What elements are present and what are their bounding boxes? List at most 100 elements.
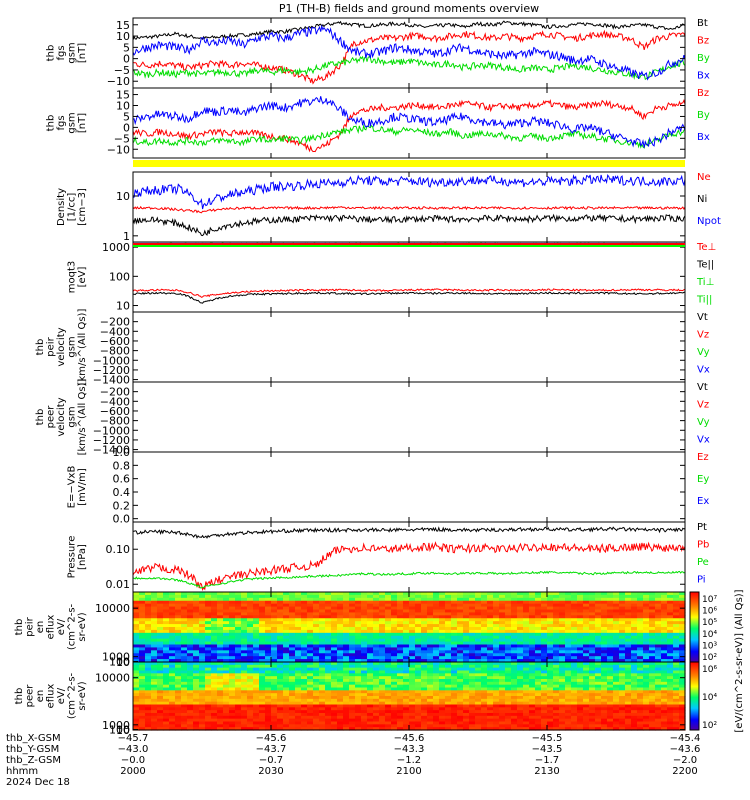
spectrogram-cell <box>289 592 296 596</box>
spectrogram-cell <box>313 653 320 657</box>
spectrogram-cell <box>547 647 554 651</box>
spectrogram-cell <box>451 629 458 634</box>
spectrogram-cell <box>385 724 392 728</box>
spectrogram-cell <box>397 615 404 619</box>
spectrogram-cell <box>145 615 152 619</box>
spectrogram-cell <box>139 670 146 674</box>
spectrogram-cell <box>589 676 596 680</box>
spectrogram-cell <box>559 710 566 714</box>
x-tick-label: −43.6 <box>670 744 701 755</box>
spectrogram-cell <box>259 715 266 720</box>
spectrogram-cell <box>379 679 386 683</box>
spectrogram-cell <box>565 681 572 686</box>
spectrogram-cell <box>427 597 434 602</box>
spectrogram-cell <box>607 704 614 708</box>
spectrogram-cell <box>499 650 506 654</box>
spectrogram-cell <box>451 664 458 669</box>
spectrogram-cell <box>637 710 644 714</box>
spectrogram-cell <box>277 679 284 683</box>
spectrogram-cell <box>211 724 218 728</box>
spectrogram-cell <box>463 627 470 631</box>
spectrogram-cell <box>217 724 224 728</box>
spectrogram-cell <box>169 656 176 660</box>
colorbar-tick-label: 10⁴ <box>702 693 717 703</box>
spectrogram-cell <box>475 603 482 608</box>
spectrogram-cell <box>487 638 494 643</box>
spectrogram-cell <box>403 615 410 619</box>
spectrogram-cell <box>469 650 476 654</box>
spectrogram-cell <box>577 609 584 614</box>
spectrogram-cell <box>469 667 476 672</box>
spectrogram-cell <box>187 618 194 622</box>
spectrogram-cell <box>583 635 590 640</box>
spectrogram-cell <box>415 641 422 646</box>
spectrogram-cell <box>151 659 158 663</box>
spectrogram-cell <box>211 670 218 674</box>
spectrogram-cell <box>271 624 278 628</box>
spectrogram-cell <box>421 612 428 616</box>
spectrogram-cell <box>193 603 200 608</box>
spectrogram-cell <box>391 629 398 634</box>
spectrogram-cell <box>223 650 230 654</box>
spectrogram-cell <box>295 644 302 649</box>
spectrogram-cell <box>529 606 536 611</box>
spectrogram-cell <box>343 594 350 599</box>
spectrogram-cell <box>265 629 272 634</box>
spectrogram-cell <box>565 638 572 643</box>
spectrogram-cell <box>451 659 458 663</box>
spectrogram-cell <box>235 653 242 657</box>
spectrogram-cell <box>445 597 452 602</box>
spectrogram-cell <box>607 603 614 608</box>
spectrogram-cell <box>175 618 182 622</box>
spectrogram-cell <box>289 687 296 691</box>
spectrogram-cell <box>283 681 290 686</box>
spectrogram-cell <box>559 600 566 605</box>
spectrogram-cell <box>139 718 146 723</box>
spectrogram-cell <box>643 647 650 651</box>
spectrogram-cell <box>265 664 272 669</box>
spectrogram-cell <box>583 606 590 611</box>
spectrogram-cell <box>427 687 434 691</box>
spectrogram-cell <box>193 667 200 672</box>
spectrogram-cell <box>613 707 620 711</box>
spectrogram-cell <box>169 724 176 728</box>
spectrogram-cell <box>253 592 260 596</box>
spectrogram-cell <box>169 676 176 680</box>
spectrogram-cell <box>265 662 272 666</box>
spectrogram-cell <box>427 624 434 628</box>
spectrogram-cell <box>277 592 284 596</box>
spectrogram-cell <box>421 664 428 669</box>
spectrogram-cell <box>655 609 662 614</box>
spectrogram-cell <box>487 609 494 614</box>
spectrogram-cell <box>313 635 320 640</box>
spectrogram-cell <box>523 656 530 660</box>
spectrogram-cell <box>289 612 296 616</box>
spectrogram-cell <box>331 693 338 697</box>
spectrogram-cell <box>211 698 218 703</box>
spectrogram-cell <box>223 662 230 666</box>
spectrogram-cell <box>145 710 152 714</box>
spectrogram-cell <box>319 693 326 697</box>
spectrogram-cell <box>199 721 206 725</box>
spectrogram-cell <box>547 653 554 657</box>
spectrogram-cell <box>481 727 488 731</box>
spectrogram-cell <box>151 670 158 674</box>
spectrogram-cell <box>625 724 632 728</box>
spectrogram-cell <box>463 664 470 669</box>
spectrogram-cell <box>619 621 626 625</box>
spectrogram-cell <box>565 659 572 663</box>
x-tick-label: −0.0 <box>121 755 145 766</box>
spectrogram-cell <box>295 664 302 669</box>
spectrogram-cell <box>271 600 278 605</box>
x-tick-label: −45.4 <box>670 733 701 744</box>
spectrogram-cell <box>241 718 248 723</box>
spectrogram-cell <box>583 715 590 720</box>
spectrogram-cell <box>649 592 656 596</box>
spectrogram-cell <box>589 690 596 694</box>
spectrogram-cell <box>511 635 518 640</box>
spectrogram-cell <box>319 606 326 611</box>
spectrogram-cell <box>361 696 368 700</box>
spectrogram-cell <box>427 696 434 700</box>
spectrogram-cell <box>541 713 548 717</box>
spectrogram-cell <box>193 597 200 602</box>
